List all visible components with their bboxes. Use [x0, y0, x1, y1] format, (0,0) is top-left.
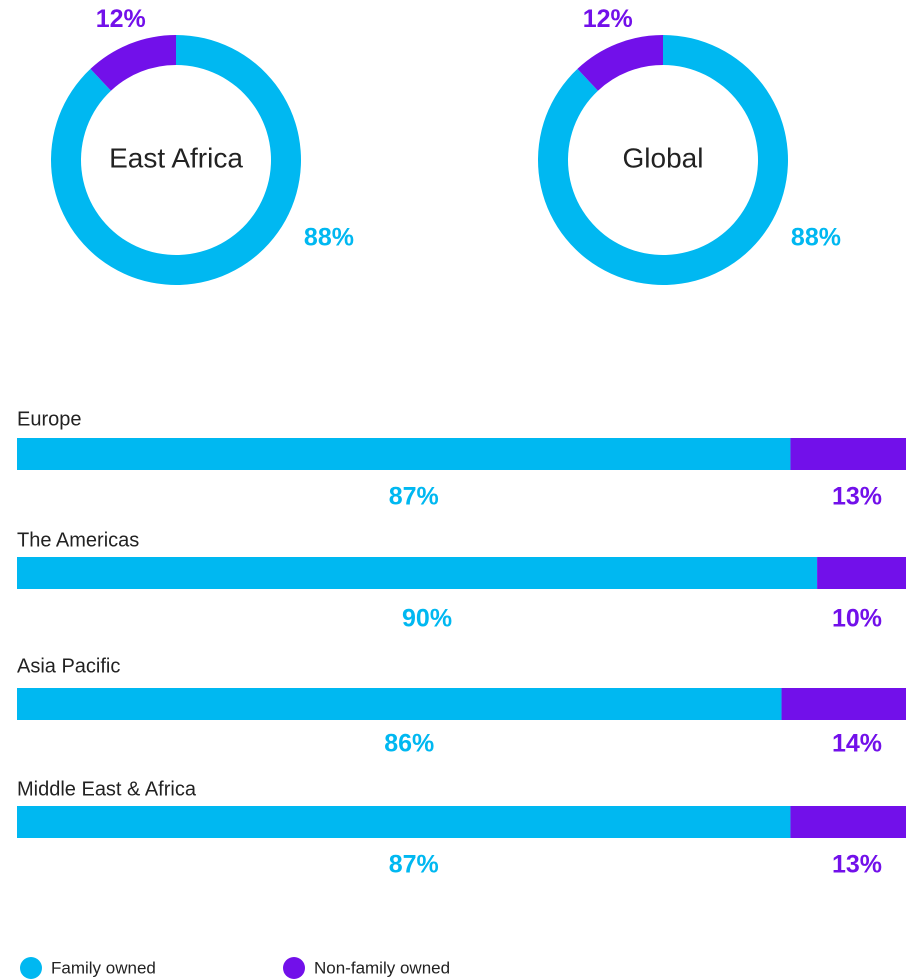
bar-segment: [17, 806, 791, 838]
bar-value-label: 10%: [832, 605, 882, 633]
donut-segment: [90, 35, 176, 91]
bar-segment: [790, 438, 906, 470]
bar-segment: [17, 688, 782, 720]
bar-category-label: The Americas: [17, 529, 139, 551]
bar-category-label: Asia Pacific: [17, 655, 120, 677]
bar-value-label: 13%: [832, 483, 882, 511]
bar-segment: [790, 806, 906, 838]
bar-segment: [781, 688, 906, 720]
bar-value-label: 14%: [832, 730, 882, 758]
donut-value-label: 88%: [791, 223, 841, 251]
donut-segment: [577, 35, 663, 91]
bar-value-label: 87%: [389, 851, 439, 879]
donut-center-label: Global: [623, 142, 704, 173]
legend-label: Family owned: [51, 958, 156, 977]
bar-category-label: Middle East & Africa: [17, 778, 197, 800]
donut-value-label: 88%: [304, 223, 354, 251]
legend-label: Non-family owned: [314, 958, 450, 977]
bar-value-label: 13%: [832, 851, 882, 879]
bar-value-label: 86%: [384, 730, 434, 758]
donut-value-label: 12%: [583, 5, 633, 33]
legend-swatch: [283, 957, 305, 979]
bar-segment: [17, 438, 791, 470]
bar-segment: [817, 557, 906, 589]
bar-category-label: Europe: [17, 408, 82, 430]
bar-value-label: 90%: [402, 605, 452, 633]
donut-value-label: 12%: [96, 5, 146, 33]
legend-swatch: [20, 957, 42, 979]
bar-segment: [17, 557, 818, 589]
donut-center-label: East Africa: [109, 142, 243, 173]
bar-value-label: 87%: [389, 483, 439, 511]
